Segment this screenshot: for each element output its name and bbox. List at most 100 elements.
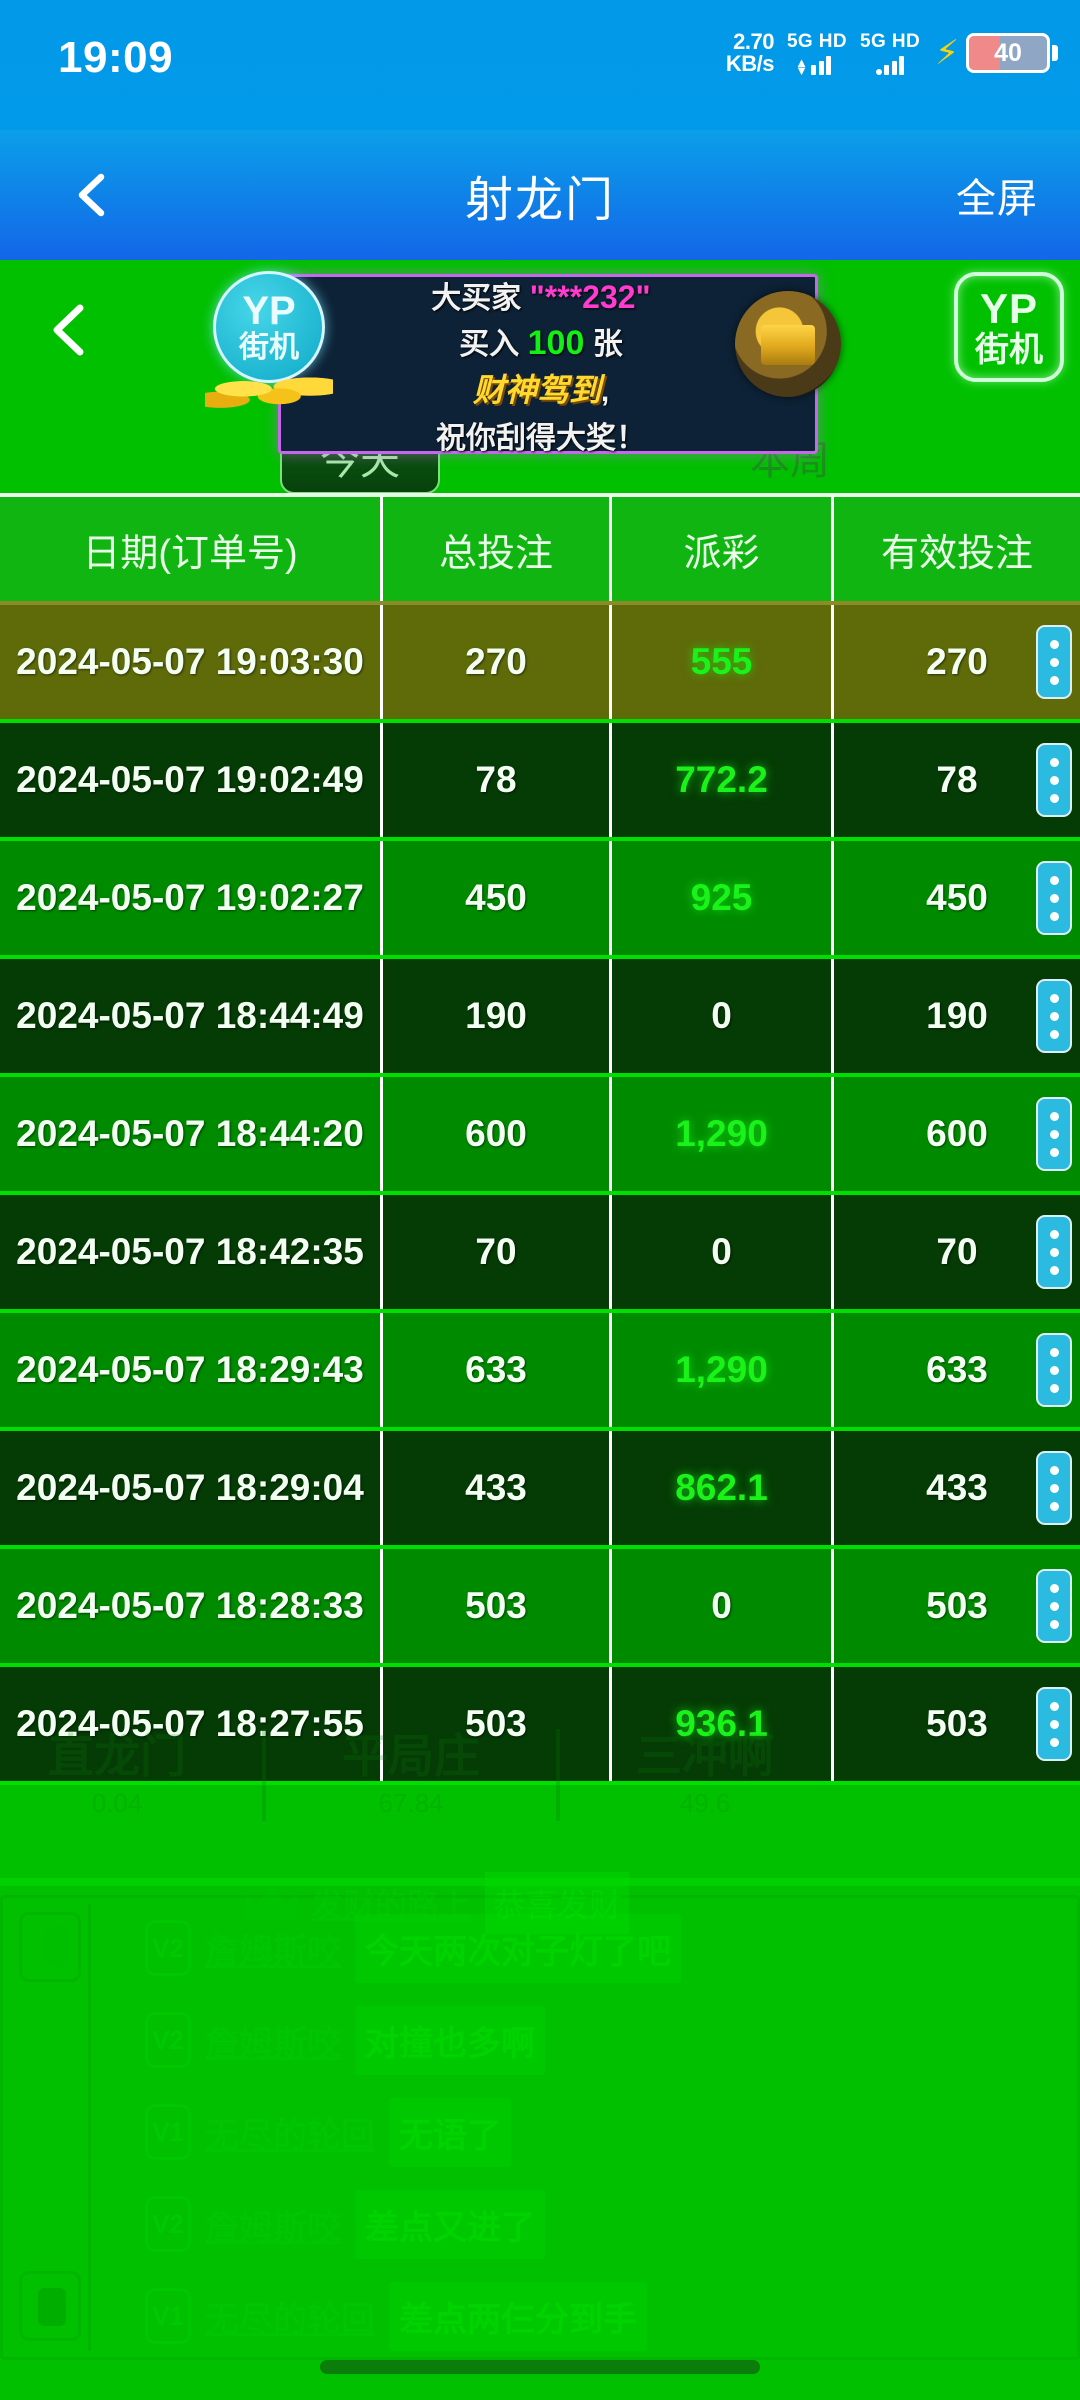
cell-payout: 555 (612, 605, 834, 719)
user-level-badge: V2 (145, 1920, 191, 1976)
kebab-menu-icon[interactable] (1036, 743, 1072, 817)
battery-cap-icon (1052, 45, 1058, 61)
kebab-menu-icon[interactable] (1036, 861, 1072, 935)
bottom-nav-indicator[interactable] (320, 2360, 760, 2374)
banner-comma: , (600, 375, 610, 408)
kebab-menu-icon[interactable] (1036, 1215, 1072, 1289)
network-speed-value: 2.70 (733, 28, 774, 54)
table-row[interactable]: 2024-05-07 18:27:55 503 936.1 503 (0, 1667, 1080, 1785)
sim2-signal-bars (875, 55, 905, 75)
table-row[interactable]: 2024-05-07 19:02:49 78 772.2 78 (0, 723, 1080, 841)
user-level-badge: V1 (145, 2288, 191, 2344)
chat-message-list[interactable]: 发财的路上 恭喜发财 V2 詹姆斯咬 今天两次对子灯了吧 V2 詹姆斯咬 对撞也多啊 V1 无… (103, 1872, 1073, 2357)
status-bar-indicators: 2.70 KB/s 5G HD ▲ ▼ 5G HD ⚡ 40 (726, 22, 1058, 84)
kebab-menu-icon[interactable] (1036, 625, 1072, 699)
column-header-date: 日期(订单号) (0, 497, 383, 601)
cell-valid: 433 (926, 1467, 988, 1508)
table-body: 2024-05-07 19:03:30 270 555 270 2024-05-07 1… (0, 605, 1080, 1785)
chat-message-item[interactable]: V2 詹姆斯咬 差点又进了 (103, 2178, 1073, 2270)
column-header-bet: 总投注 (383, 497, 612, 601)
cell-valid: 633 (926, 1349, 988, 1390)
cell-bet: 503 (383, 1667, 612, 1781)
stat-value: 平局庄 (342, 1730, 480, 1783)
cell-valid: 503 (926, 1703, 988, 1744)
cell-date: 2024-05-07 18:44:49 (0, 959, 383, 1073)
cell-date: 2024-05-07 18:27:55 (0, 1667, 383, 1781)
chat-message-item[interactable]: V2 詹姆斯咬 今天两次对子灯了吧 (103, 1902, 1073, 1994)
table-row[interactable]: 2024-05-07 18:42:35 70 0 70 (0, 1195, 1080, 1313)
cell-valid: 270 (926, 641, 988, 682)
cell-date: 2024-05-07 19:02:27 (0, 841, 383, 955)
treasure-chest-icon (735, 291, 841, 397)
game-back-button[interactable] (40, 300, 100, 360)
cell-payout: 0 (612, 959, 834, 1073)
chat-user-name: 詹姆斯咬 (205, 2024, 341, 2063)
stat-label: 0.04 (91, 1787, 143, 1818)
banner-buy-count: 100 (527, 324, 585, 362)
banner-line-1: 大买家 "***232" (431, 273, 650, 317)
table-row[interactable]: 2024-05-07 18:44:49 190 0 190 (0, 959, 1080, 1077)
kebab-menu-icon[interactable] (1036, 1569, 1072, 1643)
cell-payout: 925 (612, 841, 834, 955)
chat-message-item[interactable]: V1 无尽的轮回 无语了 (103, 2086, 1073, 2178)
data-transfer-icon: ▲ ▼ (795, 54, 808, 78)
kebab-menu-icon[interactable] (1036, 1333, 1072, 1407)
sim1-network-label: 5G HD (786, 30, 848, 52)
table-row[interactable]: 2024-05-07 18:44:20 600 1,290 600 (0, 1077, 1080, 1195)
table-row[interactable]: 2024-05-07 18:29:43 633 1,290 633 (0, 1313, 1080, 1431)
app-header-bar: 射龙门 全屏 (0, 130, 1080, 260)
sim2-signal-icon: 5G HD (860, 32, 920, 75)
stat-label: 67.84 (378, 1787, 444, 1818)
chat-message-item[interactable]: V2 詹姆斯咬 对撞也多啊 (103, 1994, 1073, 2086)
back-button[interactable] (70, 172, 116, 218)
kebab-menu-icon[interactable] (1036, 1097, 1072, 1171)
game-stats-row: 直龙门 0.04 平局庄 67.84 三冲啊 49.6 (0, 1680, 1080, 1870)
crown-icon (245, 1885, 297, 1921)
chat-user-name: 詹姆斯咬 (205, 1932, 341, 1971)
kebab-menu-icon[interactable] (1036, 979, 1072, 1053)
banner-buyer-name: "***232" (529, 279, 651, 315)
cell-valid: 600 (926, 1113, 988, 1154)
chat-gift-icon[interactable] (19, 2271, 81, 2341)
page-title: 射龙门 (464, 174, 615, 227)
bet-history-table: 日期(订单号) 总投注 派彩 有效投注 2024-05-07 19:03:30 2… (0, 493, 1080, 1785)
stat-item: 平局庄 67.84 (316, 1731, 506, 1819)
kebab-menu-icon[interactable] (1036, 1687, 1072, 1761)
cell-payout: 862.1 (612, 1431, 834, 1545)
network-speed-indicator: 2.70 KB/s (726, 28, 775, 76)
cell-bet: 450 (383, 841, 612, 955)
cell-valid: 450 (926, 877, 988, 918)
chat-message-text: 对撞也多啊 (355, 2005, 545, 2075)
table-row[interactable]: 2024-05-07 18:28:33 503 0 503 (0, 1549, 1080, 1667)
yp-logo-line1: YP (979, 284, 1039, 332)
chevron-left-icon (53, 304, 84, 356)
fullscreen-button[interactable]: 全屏 (956, 177, 1038, 221)
cell-payout: 0 (612, 1195, 834, 1309)
winner-announcement-banner: YP 街机 大买家 "***232" 买入 100 张 财神驾到, 祝你刮得大奖… (205, 271, 841, 455)
kebab-menu-icon[interactable] (1036, 1451, 1072, 1525)
table-row[interactable]: 2024-05-07 18:29:04 433 862.1 433 (0, 1431, 1080, 1549)
chat-message-item[interactable]: V1 无尽的轮回 差点两仨分到手 (103, 2270, 1073, 2362)
cell-date: 2024-05-07 18:29:04 (0, 1431, 383, 1545)
cell-valid: 503 (926, 1585, 988, 1626)
column-header-payout: 派彩 (612, 497, 834, 601)
sim2-network-label: 5G HD (860, 30, 921, 52)
badge-line2: 街机 (239, 331, 299, 364)
chat-emoji-icon[interactable] (19, 1912, 81, 1982)
table-row[interactable]: 2024-05-07 19:02:27 450 925 450 (0, 841, 1080, 959)
chat-message-text: 差点又进了 (355, 2189, 545, 2259)
game-webview: 射龙门 7 YP 街机 今天 本周 YP 街机 大买家 "***232" 买入 … (0, 260, 1080, 2400)
chat-pinned-item: 发财的路上 恭喜发财 (245, 1872, 630, 1934)
status-bar: 19:09 2.70 KB/s 5G HD ▲ ▼ 5G HD ⚡ 40 (0, 0, 1080, 130)
cell-date: 2024-05-07 18:28:33 (0, 1549, 383, 1663)
cell-date: 2024-05-07 19:03:30 (0, 605, 383, 719)
cell-bet: 433 (383, 1431, 612, 1545)
gold-coins-icon (205, 369, 333, 413)
banner-buy-label: 买入 (459, 328, 520, 361)
chat-rows: V2 詹姆斯咬 今天两次对子灯了吧 V2 詹姆斯咬 对撞也多啊 V1 无尽的轮回 无语了 V2 詹姆… (103, 1902, 1073, 2362)
banner-buyer-label: 大买家 (431, 282, 522, 315)
table-row[interactable]: 2024-05-07 19:03:30 270 555 270 (0, 605, 1080, 723)
sim1-signal-icon: 5G HD ▲ ▼ (786, 30, 848, 78)
status-bar-clock: 19:09 (58, 33, 174, 82)
cell-bet: 78 (383, 723, 612, 837)
